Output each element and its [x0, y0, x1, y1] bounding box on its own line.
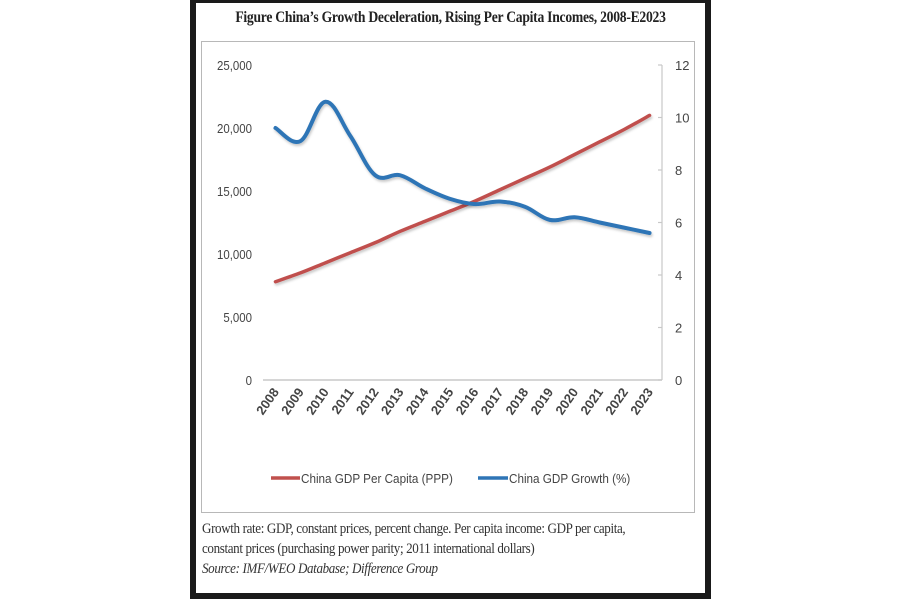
x-tick-label: 2008	[253, 385, 282, 417]
x-tick-label: 2023	[627, 385, 656, 417]
chart-title: Figure China’s Growth Deceleration, Risi…	[235, 9, 666, 26]
x-tick-label: 2011	[328, 385, 356, 417]
right-y-tick-label: 12	[675, 58, 689, 73]
caption-source: Source: IMF/WEO Database; Difference Gro…	[202, 561, 438, 577]
right-y-tick-label: 2	[675, 321, 682, 336]
x-tick-label: 2012	[353, 385, 382, 417]
x-tick-label: 2020	[552, 385, 581, 417]
legend-label-gdp-per-capita: China GDP Per Capita (PPP)	[301, 471, 453, 486]
legend-label-gdp-growth: China GDP Growth (%)	[509, 471, 630, 486]
left-y-tick-label: 25,000	[217, 58, 252, 73]
left-y-tick-label: 10,000	[217, 247, 252, 262]
left-y-tick-label: 20,000	[217, 121, 252, 136]
left-y-tick-label: 0	[246, 373, 253, 388]
x-tick-label: 2015	[428, 385, 457, 417]
left-y-tick-label: 15,000	[217, 184, 252, 199]
figure-frame: Figure China’s Growth Deceleration, Risi…	[190, 0, 711, 599]
right-y-tick-label: 8	[675, 163, 682, 178]
chart-box	[201, 41, 695, 513]
x-tick-label: 2010	[303, 385, 332, 417]
right-y-tick-label: 0	[675, 373, 682, 388]
x-tick-label: 2013	[378, 385, 407, 417]
x-tick-label: 2017	[477, 385, 506, 417]
right-y-tick-label: 6	[675, 216, 682, 231]
right-y-tick-label: 4	[675, 268, 682, 283]
caption: Growth rate: GDP, constant prices, perce…	[202, 519, 702, 579]
x-tick-label: 2009	[278, 385, 307, 417]
caption-line-1: Growth rate: GDP, constant prices, perce…	[202, 521, 626, 537]
x-tick-label: 2022	[602, 385, 631, 417]
x-tick-label: 2018	[502, 385, 531, 417]
x-tick-label: 2014	[403, 384, 432, 417]
x-tick-label: 2021	[577, 385, 606, 417]
gdp-growth-line	[273, 99, 652, 235]
x-tick-label: 2019	[527, 385, 556, 417]
caption-line-2: constant prices (purchasing power parity…	[202, 541, 535, 557]
right-y-tick-label: 10	[675, 111, 689, 126]
left-y-tick-label: 5,000	[223, 310, 252, 325]
x-tick-label: 2016	[453, 385, 482, 417]
gdp-per-capita-line	[273, 113, 652, 284]
